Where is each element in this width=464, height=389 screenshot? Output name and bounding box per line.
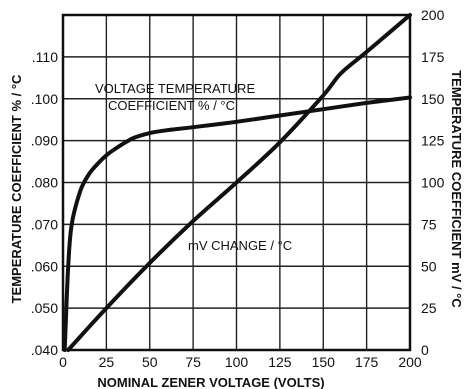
y-left-tick-label-.070: .070 bbox=[31, 216, 58, 232]
y-left-tick-label-.090: .090 bbox=[31, 133, 58, 149]
y-right-tick-label-50: 50 bbox=[421, 258, 437, 274]
y-axis-right-title: TEMPERATURE COEFFICIENT mV / °C bbox=[449, 70, 464, 308]
series-line-mv-change bbox=[66, 13, 412, 352]
x-tick-label-100: 100 bbox=[225, 354, 249, 370]
y-left-tick-label-.060: .060 bbox=[31, 258, 58, 274]
x-tick-label-75: 75 bbox=[185, 354, 201, 370]
y-right-tick-label-25: 25 bbox=[421, 300, 437, 316]
y-left-tick-label-.100: .100 bbox=[31, 91, 58, 107]
x-tick-label-175: 175 bbox=[355, 354, 379, 370]
x-tick-label-125: 125 bbox=[268, 354, 292, 370]
x-tick-label-25: 25 bbox=[99, 354, 115, 370]
grid bbox=[63, 15, 410, 350]
annotation-voltage-tc-line2: COEFFICIENT % / °C bbox=[108, 98, 235, 113]
y-axis-left-title: TEMPERATURE COEFFICIENT % / °C bbox=[9, 74, 24, 303]
x-axis-title: NOMINAL ZENER VOLTAGE (VOLTS) bbox=[97, 375, 324, 389]
x-tick-label-200: 200 bbox=[398, 354, 422, 370]
y-right-tick-label-175: 175 bbox=[421, 49, 445, 65]
tick-labels: 0 25 50 75 100 125 150 175 200025507510012515017… bbox=[31, 7, 445, 370]
y-right-tick-label-0: 0 bbox=[421, 342, 429, 358]
y-left-tick-label-.110: .110 bbox=[32, 49, 58, 65]
x-tick-label-0: 0 bbox=[59, 354, 67, 370]
y-left-tick-label-.080: .080 bbox=[31, 175, 58, 191]
x-tick-label-150: 150 bbox=[312, 354, 336, 370]
y-left-tick-label-.040: .040 bbox=[31, 342, 58, 358]
curves bbox=[62, 13, 412, 352]
y-left-tick-label-.050: .050 bbox=[31, 300, 58, 316]
y-right-tick-label-100: 100 bbox=[421, 175, 445, 191]
y-right-tick-label-75: 75 bbox=[421, 216, 437, 232]
y-right-tick-label-150: 150 bbox=[421, 91, 445, 107]
y-right-tick-label-200: 200 bbox=[421, 7, 445, 23]
x-tick-label-50: 50 bbox=[142, 354, 158, 370]
plot-frame bbox=[61, 13, 412, 352]
annotation-mv-change: mV CHANGE / °C bbox=[188, 238, 292, 253]
series-line-voltage-tc bbox=[62, 95, 412, 352]
annotation-voltage-tc-line1: VOLTAGE TEMPERATURE bbox=[95, 81, 255, 96]
y-right-tick-label-125: 125 bbox=[421, 133, 445, 149]
